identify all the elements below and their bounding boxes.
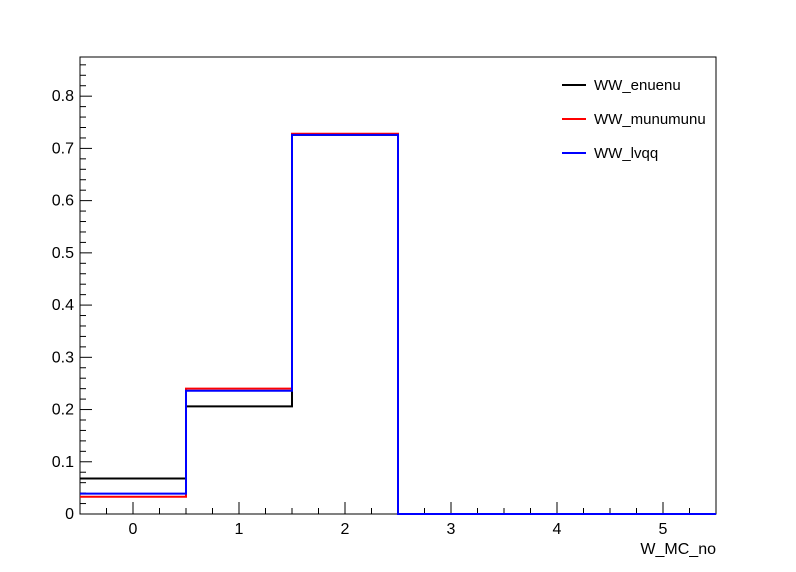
y-tick-label: 0.5 [52, 245, 74, 262]
y-tick-label: 0.1 [52, 454, 74, 471]
x-tick-label: 3 [447, 521, 456, 538]
legend: WW_enuenu WW_munumunu WW_lvqq [562, 77, 706, 162]
legend-label-WW_lvqq: WW_lvqq [594, 145, 658, 162]
legend-label-WW_munumunu: WW_munumunu [594, 111, 706, 128]
x-tick-label: 2 [341, 521, 350, 538]
y-tick-label: 0.7 [52, 140, 74, 157]
y-tick-label: 0.3 [52, 349, 74, 366]
y-tick-label: 0.6 [52, 193, 74, 210]
x-tick-label: 0 [129, 521, 138, 538]
histogram-series [80, 132, 716, 515]
y-tick-label: 0 [65, 506, 74, 523]
legend-label-WW_enuenu: WW_enuenu [594, 77, 681, 94]
x-tick-label: 1 [235, 521, 244, 538]
x-axis-title: W_MC_no [640, 541, 716, 558]
y-tick-label: 0.8 [52, 88, 74, 105]
y-axis-ticks: 0 0.1 0.2 0.3 0.4 0.5 0.6 0.7 0.8 [52, 64, 92, 523]
x-tick-label: 5 [659, 521, 668, 538]
x-tick-label: 4 [553, 521, 562, 538]
series-line-WW_lvqq [80, 133, 716, 515]
y-tick-label: 0.2 [52, 402, 74, 419]
y-tick-label: 0.4 [52, 297, 74, 314]
